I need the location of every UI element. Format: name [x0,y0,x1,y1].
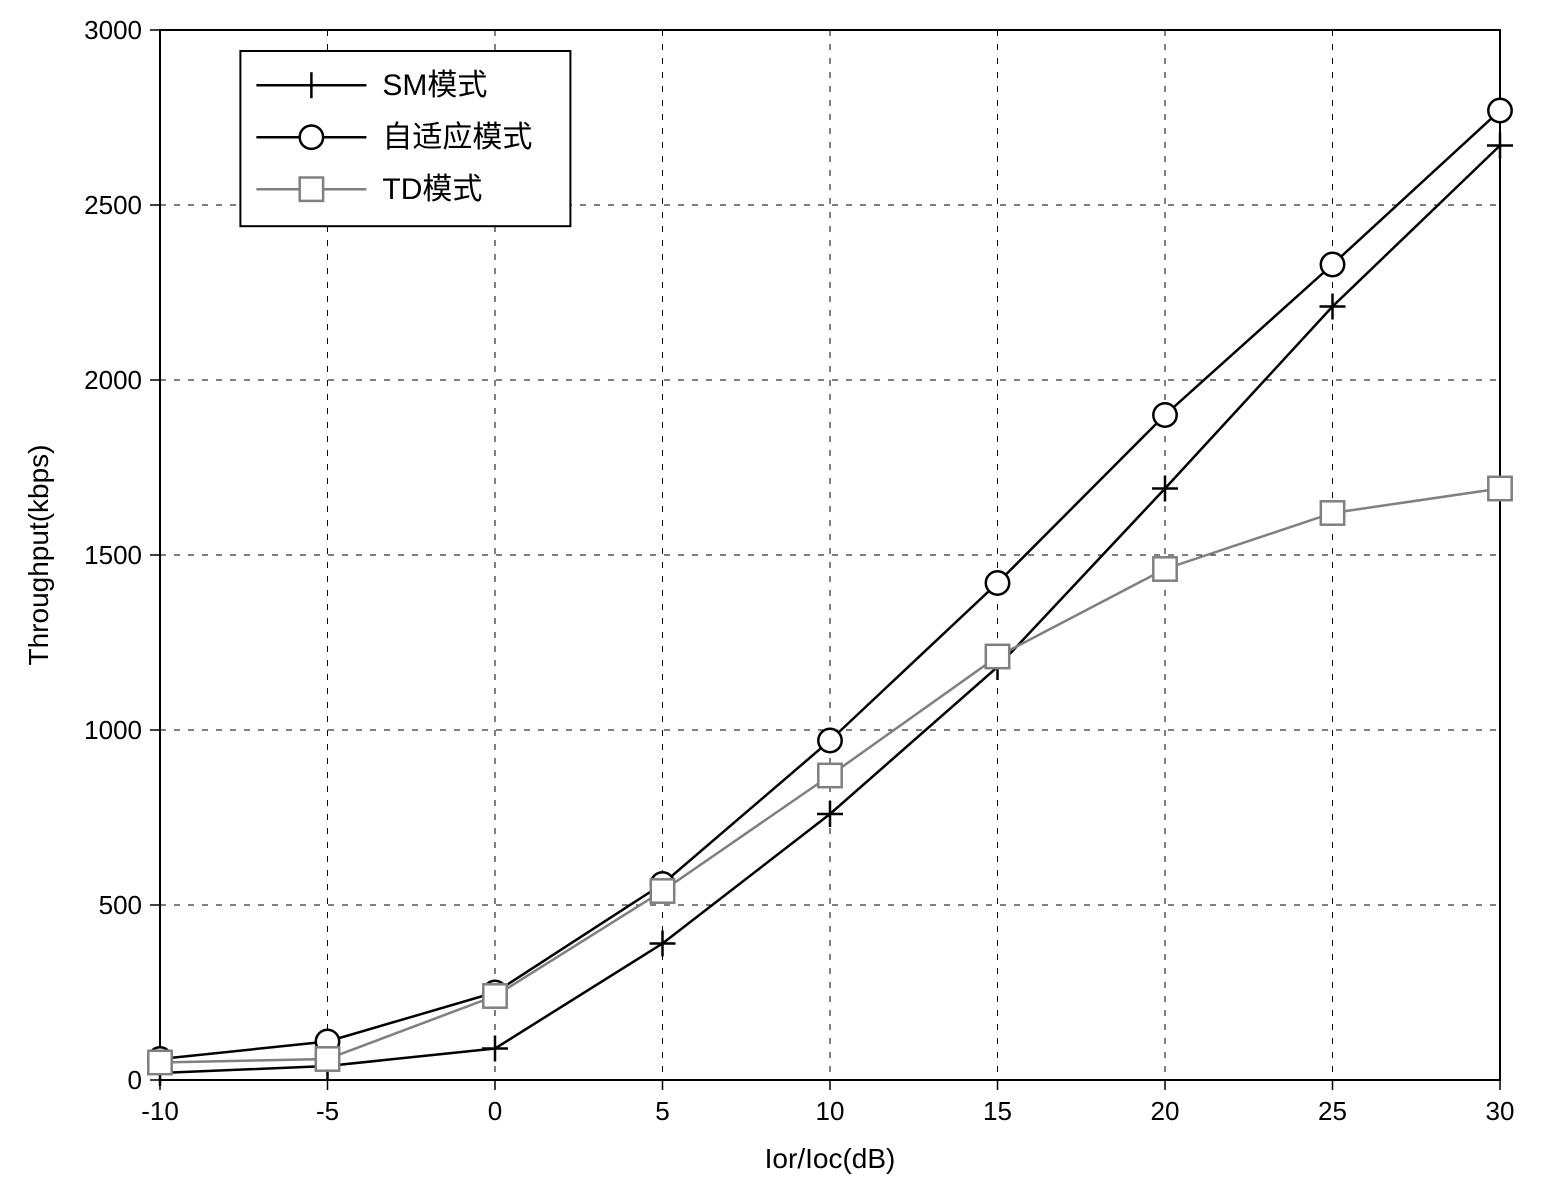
x-tick-label: -5 [316,1096,339,1126]
x-tick-label: 5 [655,1096,669,1126]
y-tick-label: 500 [99,890,142,920]
y-tick-label: 2500 [84,190,142,220]
x-tick-label: 30 [1486,1096,1515,1126]
legend: SM模式自适应模式 TD模式 [240,51,570,226]
x-tick-label: 20 [1151,1096,1180,1126]
chart-background [0,0,1544,1189]
x-tick-label: 0 [488,1096,502,1126]
x-tick-label: -10 [141,1096,179,1126]
legend-label-adaptive: 自适应模式 [382,121,532,154]
legend-label-td: TD模式 [382,173,482,206]
y-tick-label: 1500 [84,540,142,570]
y-tick-label: 2000 [84,365,142,395]
x-tick-label: 25 [1318,1096,1347,1126]
x-tick-label: 15 [983,1096,1012,1126]
y-tick-label: 3000 [84,15,142,45]
x-tick-label: 10 [816,1096,845,1126]
y-axis-label: Throughput(kbps) [23,444,54,665]
chart-container: -10 -5 0 5 10 15 20 25 30 0 500 1000 1500 2000 2500 300… [0,0,1544,1189]
throughput-chart: -10 -5 0 5 10 15 20 25 30 0 500 1000 1500 2000 2500 300… [0,0,1544,1189]
legend-label-sm: SM模式 [382,69,487,102]
y-tick-label: 0 [128,1065,142,1095]
y-tick-label: 1000 [84,715,142,745]
x-axis-label: Ior/Ioc(dB) [765,1143,896,1174]
